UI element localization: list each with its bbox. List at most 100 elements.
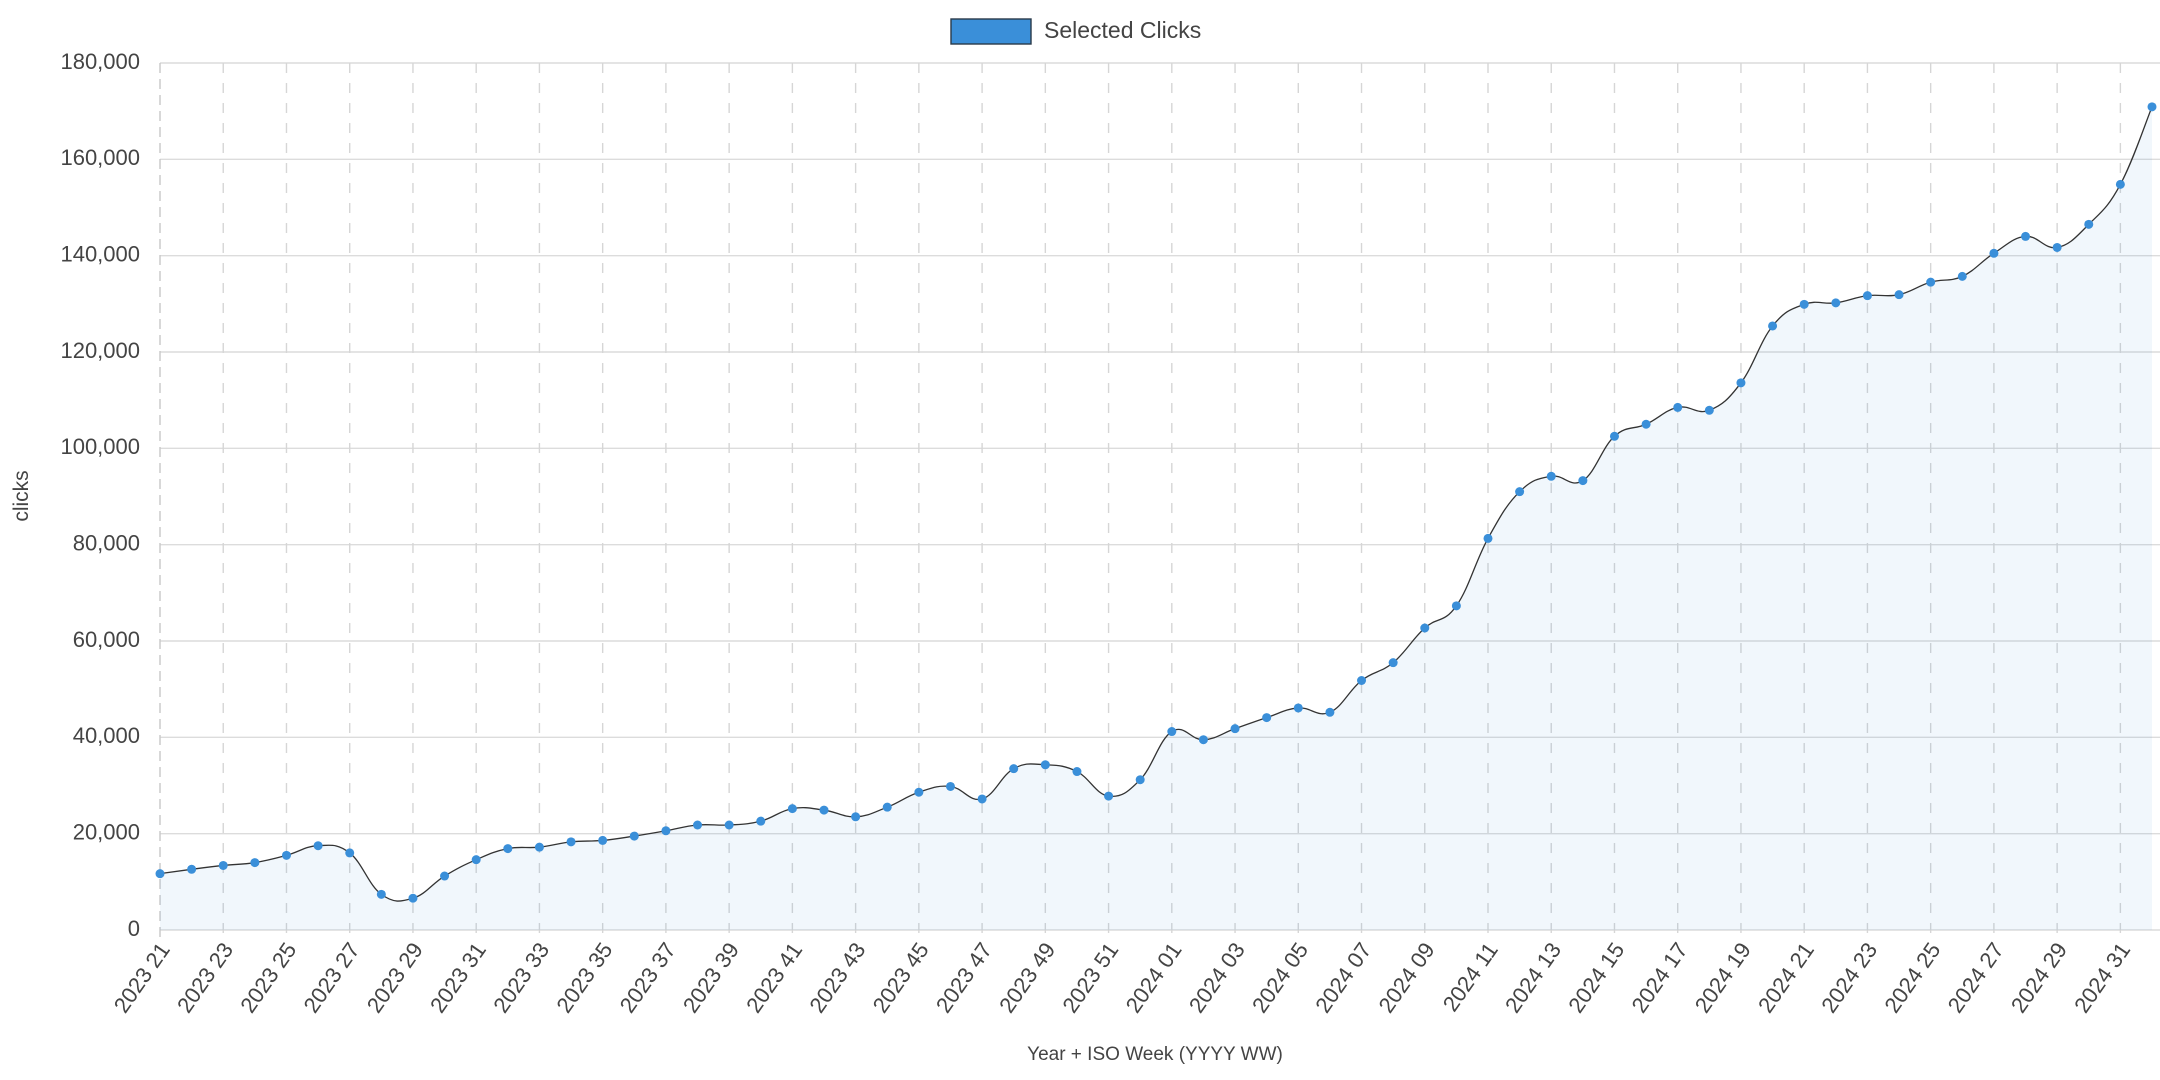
x-tick-label: 2023 51	[1057, 938, 1123, 1017]
point	[1704, 405, 1714, 415]
point	[155, 869, 165, 879]
point	[2115, 179, 2125, 189]
x-tick-label: 2024 15	[1563, 938, 1629, 1017]
y-axis-title: clicks	[10, 470, 33, 521]
point	[1736, 378, 1746, 388]
point	[945, 781, 955, 791]
x-tick-label: 2023 27	[298, 938, 364, 1017]
point	[1515, 487, 1525, 497]
point	[408, 893, 418, 903]
x-tick-label: 2024 23	[1816, 938, 1882, 1017]
x-tick-label: 2023 31	[425, 938, 491, 1017]
x-tick-label: 2024 21	[1753, 938, 1819, 1017]
y-tick-label: 20,000	[73, 819, 140, 844]
point	[1135, 775, 1145, 785]
point	[1451, 601, 1461, 611]
y-tick-label: 120,000	[60, 338, 140, 363]
point	[250, 858, 260, 868]
x-tick-label: 2023 47	[931, 938, 997, 1017]
point	[218, 860, 228, 870]
x-tick-label: 2023 45	[868, 938, 934, 1017]
point	[1673, 402, 1683, 412]
point	[914, 787, 924, 797]
point	[1198, 735, 1208, 745]
point	[1357, 675, 1367, 685]
x-tick-label: 2023 23	[172, 938, 238, 1017]
point	[345, 848, 355, 858]
x-tick-label: 2024 01	[1121, 938, 1187, 1017]
x-tick-label: 2024 17	[1626, 938, 1692, 1017]
x-tick-label: 2023 43	[804, 938, 870, 1017]
x-tick-label: 2024 31	[2069, 938, 2135, 1017]
x-axis-title: Year + ISO Week (YYYY WW)	[1027, 1044, 1283, 1065]
point	[534, 842, 544, 852]
point	[1894, 290, 1904, 300]
point	[1957, 271, 1967, 281]
grid	[159, 62, 2160, 938]
point	[566, 837, 576, 847]
x-tick-label: 2024 19	[1690, 938, 1756, 1017]
line	[159, 106, 2153, 902]
plot-area	[155, 102, 2157, 930]
point	[376, 889, 386, 899]
point	[1799, 299, 1809, 309]
point	[693, 820, 703, 830]
x-tick-label: 2023 41	[741, 938, 807, 1017]
area	[160, 106, 2152, 930]
point	[1989, 248, 1999, 258]
x-tick-label: 2023 49	[994, 938, 1060, 1017]
point	[2052, 242, 2062, 252]
y-tick-label: 0	[128, 916, 140, 941]
point	[598, 835, 608, 845]
x-tick-label: 2024 07	[1310, 938, 1376, 1017]
x-tick-label: 2024 29	[2006, 938, 2072, 1017]
x-tick-label: 2023 29	[362, 938, 428, 1017]
y-tick-label: 100,000	[60, 434, 140, 459]
x-tick-label: 2023 37	[615, 938, 681, 1017]
point	[1546, 471, 1556, 481]
point	[503, 844, 513, 854]
point	[1831, 298, 1841, 308]
point	[2084, 219, 2094, 229]
point	[756, 816, 766, 826]
point	[1388, 658, 1398, 668]
y-tick-label: 40,000	[73, 723, 140, 748]
point	[1104, 791, 1114, 801]
point	[1768, 321, 1778, 331]
x-tick-label: 2024 03	[1184, 938, 1250, 1017]
point	[1926, 277, 1936, 287]
x-tick-label: 2024 25	[1879, 938, 1945, 1017]
point	[1072, 767, 1082, 777]
x-tick-label: 2024 05	[1247, 938, 1313, 1017]
point	[471, 855, 481, 865]
point	[187, 864, 197, 874]
x-tick-label: 2024 13	[1500, 938, 1566, 1017]
point	[661, 826, 671, 836]
point	[1230, 724, 1240, 734]
point	[1293, 703, 1303, 713]
y-tick-label: 140,000	[60, 241, 140, 266]
point	[882, 802, 892, 812]
point	[724, 820, 734, 830]
x-tick-label: 2024 09	[1374, 938, 1440, 1017]
y-tick-label: 180,000	[60, 49, 140, 74]
x-tick-label: 2023 35	[551, 938, 617, 1017]
point	[1641, 419, 1651, 429]
point	[629, 831, 639, 841]
point	[1262, 713, 1272, 723]
x-tick-label: 2024 27	[1943, 938, 2009, 1017]
x-tick-label: 2023 33	[488, 938, 554, 1017]
point	[1325, 707, 1335, 717]
legend-label: Selected Clicks	[1044, 17, 1201, 43]
point	[1167, 727, 1177, 737]
point	[281, 850, 291, 860]
x-tick-label: 2023 21	[109, 938, 175, 1017]
point	[1420, 623, 1430, 633]
point	[1040, 760, 1050, 770]
y-tick-label: 80,000	[73, 530, 140, 555]
point	[1578, 476, 1588, 486]
point	[851, 812, 861, 822]
point	[2147, 102, 2157, 112]
